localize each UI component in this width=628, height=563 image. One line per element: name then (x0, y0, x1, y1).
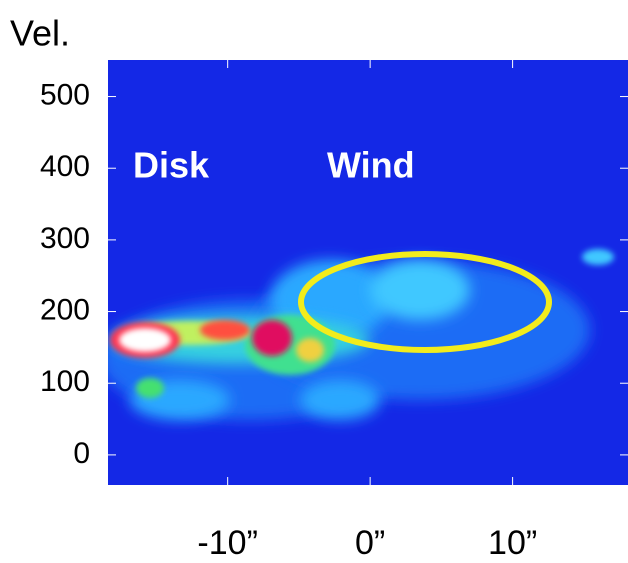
x-tick-label: 10” (488, 524, 537, 562)
annotation: Disk (133, 145, 210, 186)
y-axis-label: Vel. (10, 13, 70, 54)
y-tick-label: 200 (40, 293, 90, 326)
y-tick-label: 300 (40, 222, 90, 255)
emission-blob (296, 338, 324, 362)
emission-blob (119, 328, 171, 352)
chart: Vel. Disk Wind 0 100 200 300 400 500 -10” 0” 10” (0, 0, 628, 563)
x-tick-label: 0” (355, 524, 385, 562)
emission-blob (136, 378, 164, 398)
x-tick-label: -10” (197, 524, 257, 562)
emission-blob (300, 380, 380, 420)
y-tick-label: 500 (40, 78, 90, 111)
y-tick-label: 0 (73, 437, 90, 470)
y-tick-label: 100 (40, 365, 90, 398)
plot-area (100, 60, 628, 485)
emission-blob (582, 249, 614, 265)
emission-blob (200, 320, 250, 340)
emission-blob (252, 320, 292, 356)
emission-blob (370, 260, 470, 320)
annotation: Wind (327, 145, 415, 186)
y-tick-label: 400 (40, 150, 90, 183)
